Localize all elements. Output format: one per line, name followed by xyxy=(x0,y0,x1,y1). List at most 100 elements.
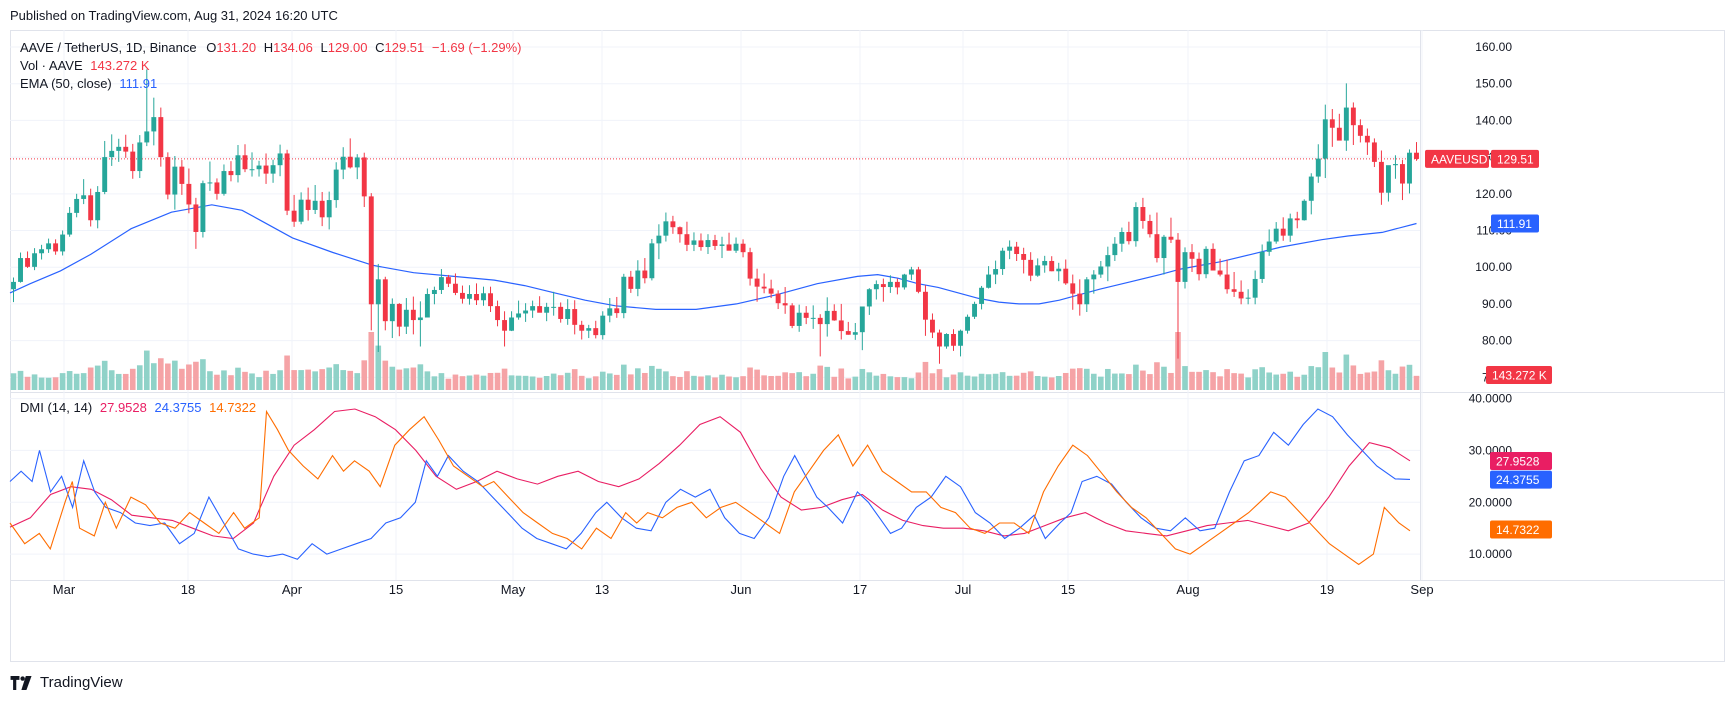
candle xyxy=(670,215,676,234)
candle xyxy=(600,311,606,340)
candle xyxy=(502,311,508,347)
volume-bar xyxy=(452,374,459,390)
volume-bar xyxy=(1133,364,1139,390)
volume-bar xyxy=(354,373,361,390)
volume-bar xyxy=(621,364,627,390)
candle xyxy=(277,144,283,177)
volume-bar xyxy=(445,378,452,390)
volume-bar xyxy=(1315,367,1322,390)
candle xyxy=(361,152,367,208)
candle xyxy=(1217,258,1223,277)
volume-bar xyxy=(971,376,978,390)
volume-bar xyxy=(733,377,739,390)
close-value: 129.51 xyxy=(384,40,425,55)
candle xyxy=(894,278,900,295)
volume-bar xyxy=(45,377,52,390)
volume-legend[interactable]: Vol · AAVE 143.272 K xyxy=(20,58,150,73)
dmi-legend[interactable]: DMI (14, 14) 27.9528 24.3755 14.7322 xyxy=(20,400,256,415)
volume-label[interactable]: Vol · AAVE xyxy=(20,58,83,73)
candle xyxy=(291,194,297,227)
candle xyxy=(1168,217,1174,243)
volume-bar xyxy=(529,376,536,390)
candle xyxy=(1014,241,1020,261)
ema-label[interactable]: EMA (50, close) xyxy=(20,76,112,91)
volume-bar xyxy=(1105,368,1111,390)
candle xyxy=(1098,260,1104,278)
candle xyxy=(1238,280,1244,305)
volume-bar xyxy=(249,373,255,390)
price-tick-label: 80.00 xyxy=(1482,334,1512,348)
ema-value: 111.91 xyxy=(119,76,158,91)
volume-bar xyxy=(985,374,992,390)
time-tick-label: May xyxy=(501,582,526,597)
candle xyxy=(1056,262,1062,282)
volume-bar xyxy=(1112,373,1118,390)
candle xyxy=(39,244,45,260)
candle xyxy=(228,161,234,182)
volume-bar xyxy=(1189,371,1195,390)
volume-bar xyxy=(298,370,304,390)
volume-bar xyxy=(726,376,732,390)
price-tick-label: 140.00 xyxy=(1475,113,1512,127)
candle xyxy=(621,273,627,319)
candle xyxy=(852,323,858,340)
time-tick-label: 15 xyxy=(389,582,403,597)
candle xyxy=(1084,277,1090,312)
volume-bar xyxy=(943,377,950,390)
candle xyxy=(796,304,802,332)
volume-bar xyxy=(410,367,417,390)
candle xyxy=(1329,109,1335,147)
dmi-tick-label: 40.0000 xyxy=(1469,392,1513,406)
svg-text:14.7322: 14.7322 xyxy=(1496,523,1540,537)
volume-bar xyxy=(193,361,199,390)
candle xyxy=(965,314,970,334)
volume-bar xyxy=(1083,368,1090,390)
candle xyxy=(586,324,592,339)
dmi-label[interactable]: DMI (14, 14) xyxy=(20,400,93,415)
volume-bar xyxy=(866,372,873,390)
candle xyxy=(481,286,486,306)
volume-bar xyxy=(143,350,150,390)
candle xyxy=(340,147,346,180)
volume-bar xyxy=(929,373,936,390)
candle xyxy=(719,236,725,259)
time-tick-label: 15 xyxy=(1061,582,1075,597)
candle xyxy=(130,143,136,179)
candle xyxy=(1280,217,1286,241)
candle xyxy=(88,188,94,227)
symbol-legend[interactable]: AAVE / TetherUS, 1D, Binance O131.20 H13… xyxy=(20,40,522,55)
candle xyxy=(880,278,886,302)
candle xyxy=(944,333,949,349)
volume-bar xyxy=(613,374,620,390)
volume-bar xyxy=(964,375,971,390)
volume-bar xyxy=(1126,374,1132,390)
published-header: Published on TradingView.com, Aug 31, 20… xyxy=(10,8,338,23)
candle xyxy=(859,306,865,351)
volume-bar xyxy=(277,370,283,390)
volume-bar xyxy=(186,364,192,390)
volume-bar xyxy=(270,373,276,390)
candle xyxy=(551,291,557,316)
candle xyxy=(1224,259,1230,294)
candle xyxy=(403,298,409,335)
candle xyxy=(530,300,536,318)
candle xyxy=(635,260,641,297)
volume-bar xyxy=(656,368,662,390)
candle xyxy=(200,180,206,238)
candle xyxy=(698,233,704,251)
dmi-tick-label: 10.0000 xyxy=(1469,547,1513,561)
tradingview-logo[interactable]: TradingView xyxy=(10,674,123,691)
volume-bar xyxy=(691,375,697,390)
volume-bar xyxy=(256,377,262,390)
volume-bar xyxy=(705,375,711,390)
volume-bar xyxy=(789,373,795,390)
symbol-title[interactable]: AAVE / TetherUS, 1D, Binance xyxy=(20,40,197,55)
candle xyxy=(838,303,844,340)
candle xyxy=(263,153,269,184)
volume-bar xyxy=(852,376,859,390)
svg-text:111.91: 111.91 xyxy=(1497,217,1532,231)
ema-legend[interactable]: EMA (50, close) 111.91 xyxy=(20,76,157,91)
candle xyxy=(354,154,360,180)
candle xyxy=(495,300,500,327)
